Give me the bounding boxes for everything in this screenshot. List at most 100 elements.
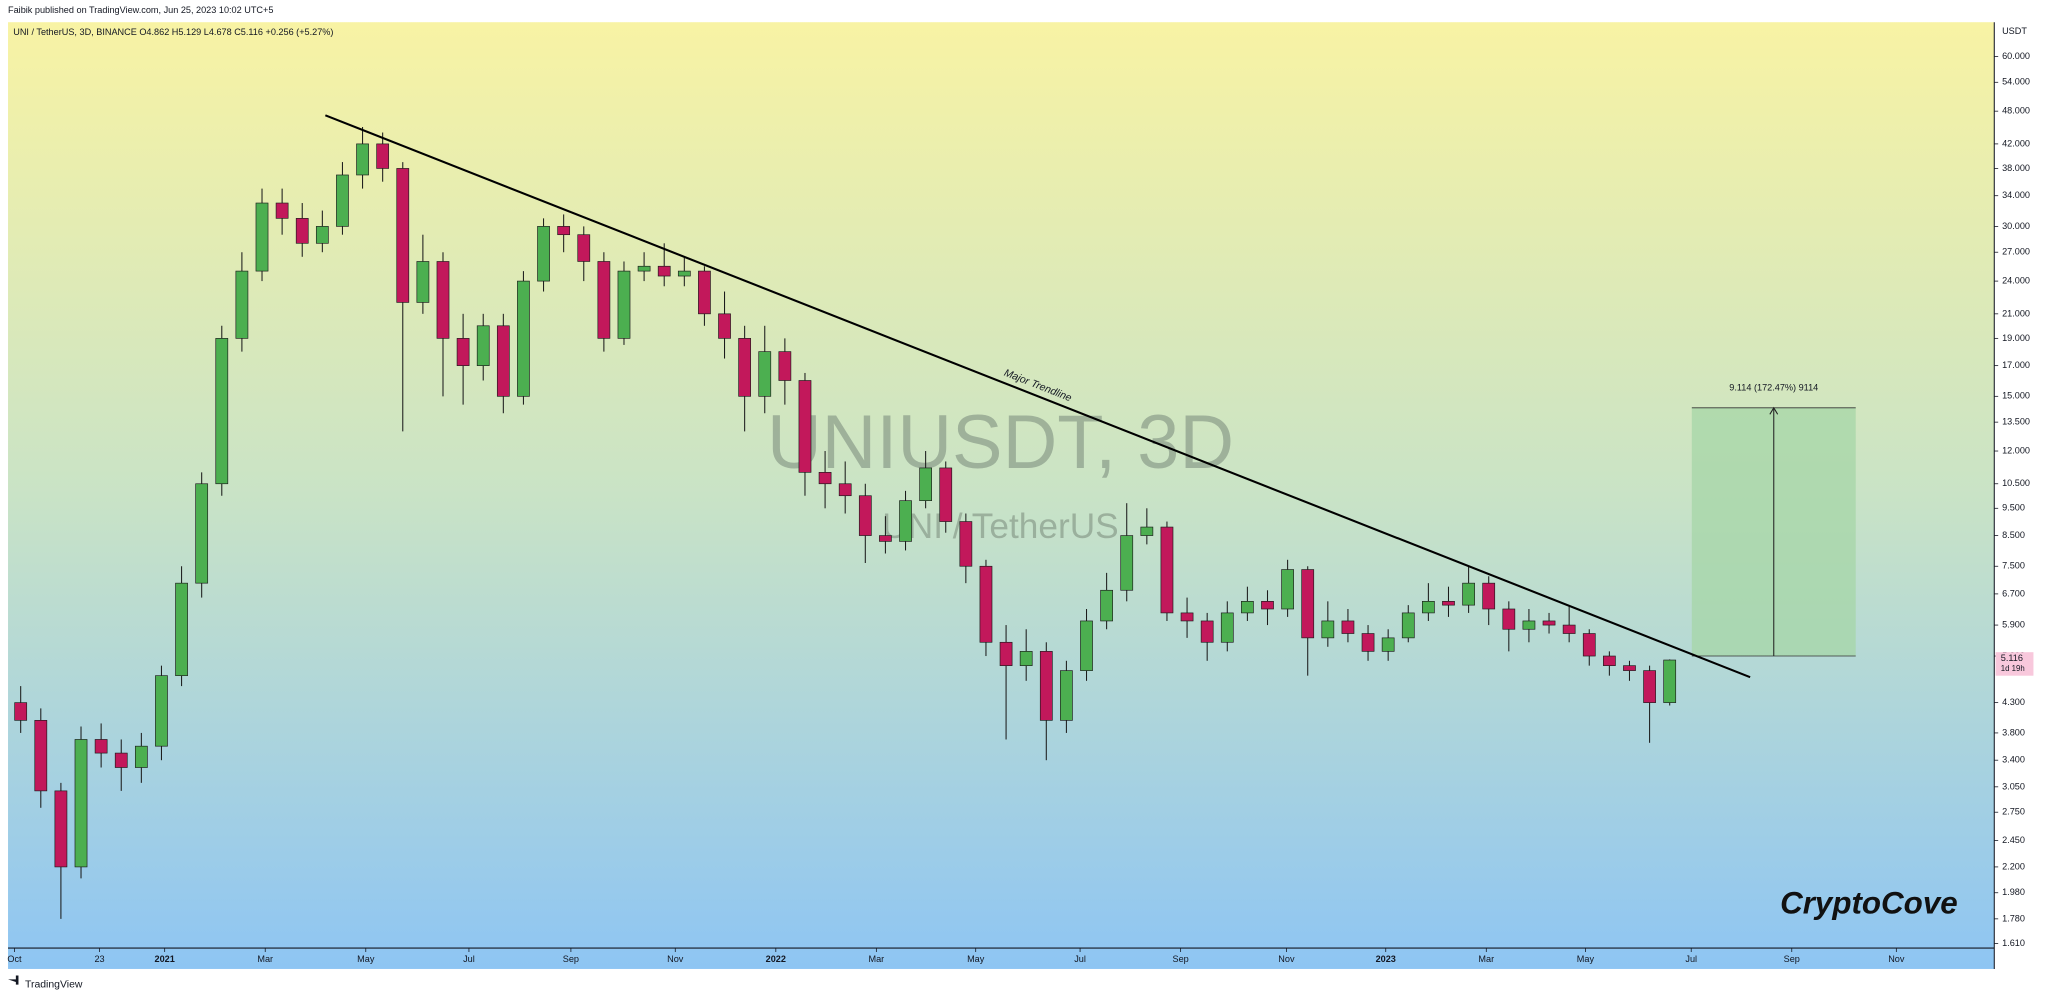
candle-body (718, 313, 731, 339)
candle-body (838, 483, 852, 497)
x-tick-label: 2023 (1376, 954, 1396, 964)
x-tick-label: Nov (1278, 954, 1295, 964)
x-tick-label: 2021 (155, 954, 175, 964)
axis-unit: USDT (2002, 26, 2027, 36)
candle-body (1542, 620, 1556, 626)
candle-body (134, 745, 148, 768)
x-tick-label: Jul (463, 954, 475, 964)
y-tick-label: 54.000 (2002, 77, 2030, 87)
x-tick-label: Oct (7, 954, 22, 964)
candle-body (657, 265, 671, 277)
y-tick-label: 17.000 (2002, 360, 2030, 370)
candle-body (1422, 601, 1435, 614)
candle-body (1522, 620, 1536, 630)
candle-body (1140, 526, 1154, 536)
y-tick-label: 9.500 (2002, 503, 2025, 513)
y-tick-label: 1.780 (2002, 913, 2025, 923)
candle-body (1160, 526, 1174, 614)
candle-body (1562, 624, 1576, 634)
y-tick-label: 13.500 (2002, 417, 2030, 427)
candle-body (1582, 633, 1596, 657)
y-tick-label: 3.400 (2002, 755, 2025, 765)
y-tick-label: 15.000 (2002, 391, 2030, 401)
candle-body (94, 739, 108, 754)
candle-body (34, 720, 48, 792)
candle-body (235, 270, 249, 339)
x-tick-label: Sep (1173, 954, 1189, 964)
y-tick-label: 5.900 (2002, 619, 2025, 629)
candle-body (1442, 601, 1455, 606)
candle-body (1241, 601, 1254, 614)
candle-body (858, 495, 872, 536)
candle-body (1039, 651, 1053, 721)
y-tick-label: 27.000 (2002, 247, 2030, 257)
candle-body (155, 675, 168, 747)
candle-body (1281, 569, 1294, 610)
y-tick-label: 2.750 (2002, 807, 2025, 817)
x-tick-label: May (357, 954, 375, 964)
y-tick-label: 4.300 (2002, 697, 2025, 707)
candle-body (677, 270, 691, 277)
candle-body (1019, 651, 1033, 666)
y-tick-label: 1.980 (2002, 887, 2025, 897)
candle-body (617, 270, 631, 339)
candle-body (436, 261, 450, 339)
x-tick-label: Mar (869, 954, 885, 964)
candle-body (879, 535, 892, 542)
watermark: UNIUSDT, 3D (767, 400, 1234, 485)
candle-body (1663, 659, 1677, 703)
candle-body (1381, 637, 1395, 652)
candle-body (1220, 612, 1234, 643)
candle-body (1120, 535, 1134, 591)
candle-body (1301, 569, 1315, 639)
candle-body (1060, 670, 1073, 721)
candle-body (54, 790, 68, 868)
candle-body (215, 338, 229, 485)
x-tick-label: Sep (1784, 954, 1800, 964)
candle-body (376, 143, 390, 169)
trendline (324, 114, 1751, 679)
footer-logo (8, 975, 19, 985)
candle-body (1462, 582, 1475, 606)
candle-body (1261, 601, 1274, 610)
candle-body (396, 168, 410, 303)
y-tick-label: 8.500 (2002, 530, 2025, 540)
brand: CryptoCove (1780, 885, 1958, 920)
candle-body (1482, 582, 1496, 610)
candle-body (1200, 620, 1214, 643)
candle-body (959, 521, 973, 567)
y-tick-label: 30.000 (2002, 221, 2030, 231)
footer: TradingView (25, 979, 83, 990)
y-tick-label: 6.700 (2002, 588, 2025, 598)
candle-body (356, 143, 369, 176)
candle-body (999, 641, 1013, 666)
candle-body (114, 752, 128, 768)
y-tick-label: 38.000 (2002, 163, 2030, 173)
y-tick-label: 60.000 (2002, 51, 2030, 61)
candle-body (14, 702, 28, 721)
candle-body (275, 202, 289, 219)
candle-body (1401, 612, 1415, 639)
y-tick-label: 24.000 (2002, 276, 2030, 286)
candle-body (758, 351, 772, 397)
x-tick-label: May (1577, 954, 1595, 964)
candle-body (899, 500, 912, 542)
symbol-legend: UNI / TetherUS, 3D, BINANCE O4.862 H5.12… (13, 27, 333, 37)
countdown: 1d 19h (2001, 664, 2025, 673)
x-tick-label: Nov (1888, 954, 1905, 964)
candle-body (1321, 620, 1335, 639)
y-tick-label: 12.000 (2002, 445, 2030, 455)
price-tag (1995, 652, 2034, 676)
candle-body (74, 739, 88, 868)
x-tick-label: Jul (1685, 954, 1697, 964)
y-tick-label: 21.000 (2002, 308, 2030, 318)
candle-body (1361, 633, 1375, 652)
x-tick-label: Mar (1478, 954, 1494, 964)
candle-body (195, 483, 209, 584)
candle-body (738, 338, 752, 397)
candle-body (698, 270, 711, 315)
published-note: Faibik published on TradingView.com, Jun… (8, 5, 273, 15)
candle-body (295, 218, 309, 244)
